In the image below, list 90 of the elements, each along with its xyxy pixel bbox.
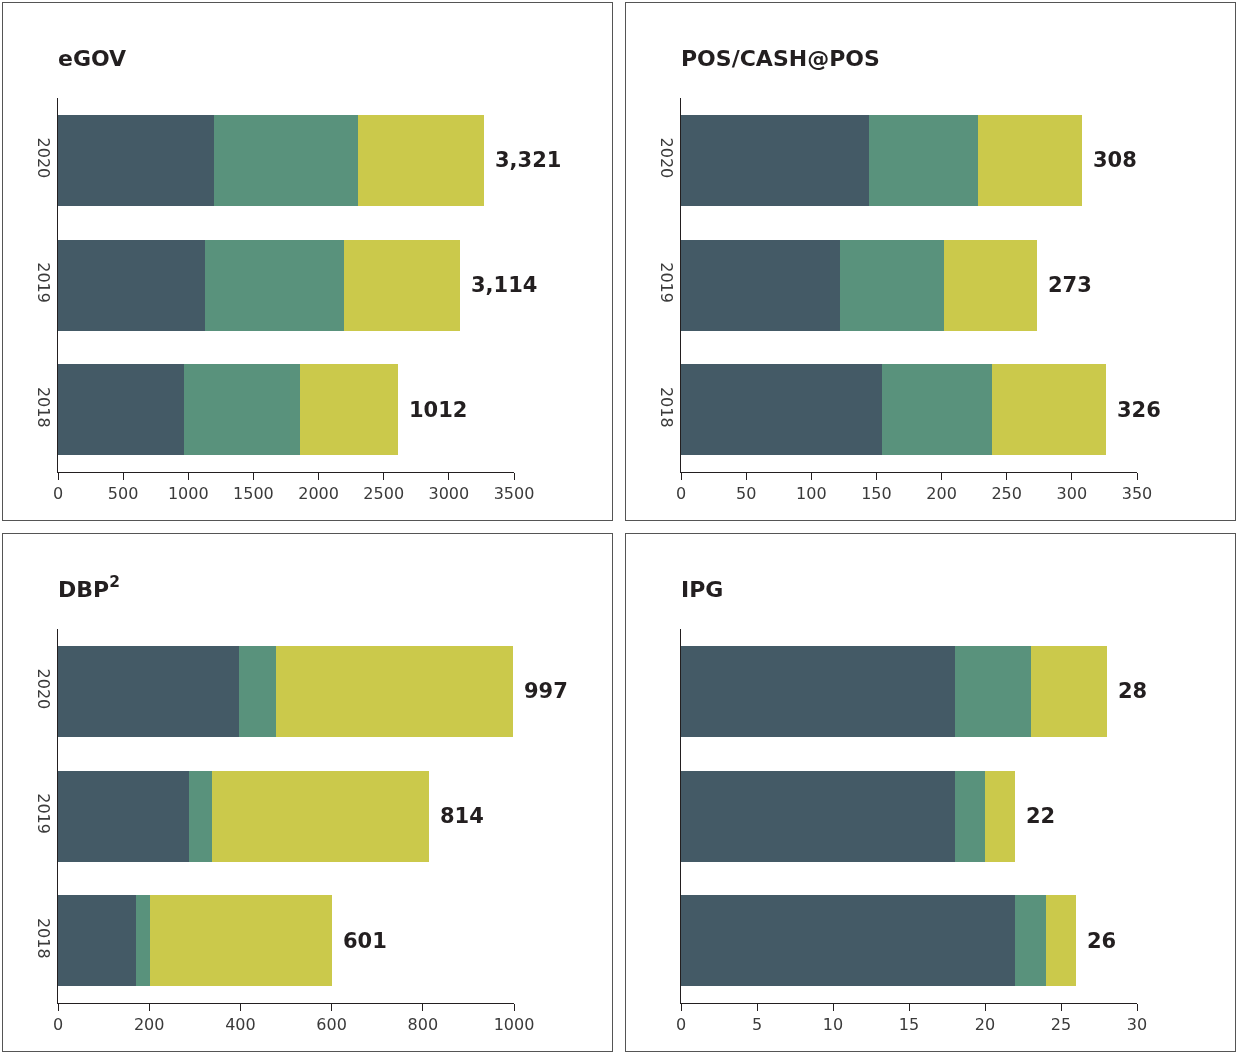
x-tick-label: 1000 [493,1015,535,1035]
bar [58,114,214,206]
x-tick-label: 200 [926,484,957,504]
bar [681,239,840,331]
bar [189,770,213,862]
chart-title: DBP$^{2}$ [58,573,120,602]
x-tick-label: 500 [107,484,139,504]
x-tick-label: 1500 [233,484,274,504]
x-tick-label: 150 [861,484,892,504]
bar [881,364,993,456]
bar [343,239,460,331]
x-tick-label: 0 [675,1015,687,1035]
x-tick-label: 300 [1056,484,1088,504]
y-tick-label: 2019 [33,793,53,834]
x-tick-label: 2000 [298,484,339,504]
x-tick-label: 200 [133,1015,165,1035]
total-label: 308 [1093,148,1137,172]
total-label: 326 [1117,398,1161,422]
x-tick-label: 15 [898,1015,920,1035]
bar [681,364,882,456]
x-tick-label: 30 [1126,1015,1148,1035]
bar [275,645,513,737]
bar [1030,645,1107,737]
bar [681,895,1016,987]
bar [1045,895,1077,987]
y-tick-label: 2020 [656,137,676,179]
bar [681,770,955,862]
x-tick-label: 1000 [167,484,209,504]
x-tick-label: 2500 [363,484,405,504]
y-tick-label: 2020 [33,668,53,710]
bar [681,114,869,206]
bar [944,239,1037,331]
y-tick-label: 2019 [656,262,676,303]
total-label: 601 [343,929,387,953]
y-tick-label: 2018 [33,917,53,959]
annotation: 1012 [409,398,468,422]
bar [58,239,205,331]
y-tick-label: 2019 [33,262,53,303]
chart-title: eGOV [58,45,127,71]
total-label: 814 [440,804,484,828]
total-label: 22 [1026,804,1056,828]
bar [978,114,1083,206]
x-tick-label: 10 [822,1015,844,1035]
x-tick-label: 250 [991,484,1022,504]
x-tick-label: 3000 [428,484,470,504]
x-tick-label: 25 [1050,1015,1072,1035]
bar [212,770,430,862]
bar [58,645,240,737]
x-tick-label: 3500 [493,484,535,504]
x-tick-label: 0 [52,1015,64,1035]
x-tick-label: 100 [796,484,827,504]
x-tick-label: 600 [316,1015,347,1035]
chart-title: IPG [681,576,724,602]
x-tick-label: 50 [735,484,757,504]
y-tick-label: 2018 [656,386,676,428]
bar [58,770,190,862]
bar [135,895,151,987]
y-tick-label: 2020 [33,137,53,179]
y-tick-label: 2018 [33,386,53,428]
bar [150,895,333,987]
bar [868,114,979,206]
x-tick-label: 0 [52,484,64,504]
total-label: 26 [1087,929,1117,953]
total-label: 28 [1118,679,1148,703]
bar [358,114,485,206]
bar [954,645,1031,737]
bar [183,364,301,456]
bar [954,770,985,862]
bar [985,770,1016,862]
bar [300,364,399,456]
total-label: 273 [1048,273,1092,297]
chart-title: POS/CASH@POS [681,45,880,71]
x-tick-label: 20 [974,1015,996,1035]
x-tick-label: 350 [1121,484,1153,504]
bar [213,114,359,206]
bar [839,239,945,331]
bar [204,239,344,331]
annotation: 3,321 [495,148,562,172]
x-tick-label: 400 [225,1015,256,1035]
x-tick-label: 0 [675,484,687,504]
bar [239,645,276,737]
bar [681,645,955,737]
bar [1015,895,1046,987]
x-tick-label: 800 [407,1015,439,1035]
bar [58,895,136,987]
annotation: 3,114 [471,273,538,297]
bar [992,364,1106,456]
total-label: 997 [524,679,568,703]
bar [58,364,184,456]
x-tick-label: 5 [751,1015,763,1035]
